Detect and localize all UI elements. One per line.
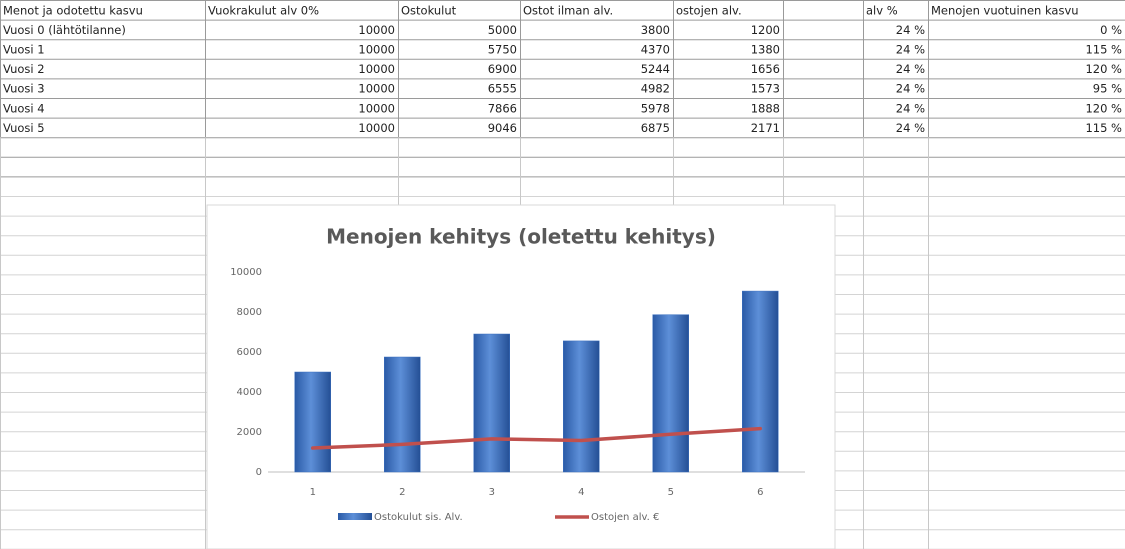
- bar: [563, 340, 600, 473]
- cell: 9046: [488, 121, 517, 135]
- cell: 4370: [641, 43, 670, 57]
- cell: 0 %: [1100, 23, 1122, 37]
- cell: 120 %: [1085, 62, 1122, 76]
- cell: 24 %: [896, 101, 925, 115]
- cell: 6900: [488, 62, 517, 76]
- cell: Vuosi 3: [3, 82, 45, 96]
- cell: 5978: [641, 101, 670, 115]
- cell: 1380: [751, 43, 780, 57]
- cell: Vuosi 1: [3, 43, 45, 57]
- cell: 1656: [751, 62, 780, 76]
- cell: 3800: [641, 23, 670, 37]
- cell: Vuosi 0 (lähtötilanne): [3, 23, 126, 37]
- cell: 6875: [641, 121, 670, 135]
- x-tick-label: 1: [310, 487, 316, 498]
- legend-swatch: [338, 513, 372, 520]
- cell: 1888: [751, 101, 780, 115]
- cell: 24 %: [896, 62, 925, 76]
- y-tick-label: 2000: [237, 427, 262, 438]
- cell: Vuosi 2: [3, 62, 45, 76]
- y-tick-label: 6000: [237, 347, 262, 358]
- cell: 10000: [358, 101, 395, 115]
- cell: 5000: [488, 23, 517, 37]
- cell: Vuosi 4: [3, 101, 45, 115]
- cell: 120 %: [1085, 101, 1122, 115]
- header-cell: ostojen alv.: [676, 3, 742, 17]
- cell: 24 %: [896, 23, 925, 37]
- bar: [384, 356, 421, 473]
- cell: 10000: [358, 82, 395, 96]
- cell: 5750: [488, 43, 517, 57]
- chart: 0 2000 4000 6000 8000 10000 1 2 3 4 5 6 Ostokulut si…: [230, 267, 805, 523]
- cell: 115 %: [1085, 121, 1122, 135]
- cell: Vuosi 5: [3, 121, 45, 135]
- y-tick-label: 4000: [237, 387, 262, 398]
- x-tick-label: 3: [489, 487, 495, 498]
- cell: 115 %: [1085, 43, 1122, 57]
- y-tick-label: 10000: [230, 267, 262, 278]
- x-tick-label: 6: [757, 487, 763, 498]
- header-cell: Menojen vuotuinen kasvu: [931, 3, 1079, 17]
- cell: 24 %: [896, 82, 925, 96]
- legend-label: Ostokulut sis. Alv.: [374, 512, 463, 523]
- cell: 24 %: [896, 43, 925, 57]
- header-cell: Ostot ilman alv.: [523, 3, 613, 17]
- cell: 5244: [641, 62, 670, 76]
- cell: 4982: [641, 82, 670, 96]
- cell: 2171: [751, 121, 780, 135]
- x-tick-label: 4: [578, 487, 584, 498]
- header-cell: Ostokulut: [401, 3, 457, 17]
- x-tick-label: 2: [399, 487, 405, 498]
- cell: 24 %: [896, 121, 925, 135]
- bar: [294, 371, 331, 473]
- cell: 10000: [358, 23, 395, 37]
- cell: 6555: [488, 82, 517, 96]
- cell: 95 %: [1093, 82, 1122, 96]
- y-tick-label: 8000: [237, 307, 262, 318]
- header-cell: alv %: [866, 3, 898, 17]
- cell: 1200: [751, 23, 780, 37]
- chart-title: Menojen kehitys (oletettu kehitys): [326, 225, 716, 249]
- cell: 10000: [358, 62, 395, 76]
- cell: 7866: [488, 101, 517, 115]
- line: [311, 426, 762, 450]
- y-tick-label: 0: [256, 467, 262, 478]
- bar: [473, 333, 510, 473]
- cell: 10000: [358, 43, 395, 57]
- table: Menot ja odotettu kasvu Vuokrakulut alv 0…: [3, 3, 1122, 135]
- cell: 10000: [358, 121, 395, 135]
- bar: [652, 314, 689, 473]
- legend-label: Ostojen alv. €: [591, 512, 659, 523]
- bar: [742, 290, 779, 473]
- cell: 1573: [751, 82, 780, 96]
- header-cell: Vuokrakulut alv 0%: [208, 3, 319, 17]
- x-tick-label: 5: [668, 487, 674, 498]
- header-cell: Menot ja odotettu kasvu: [3, 3, 143, 17]
